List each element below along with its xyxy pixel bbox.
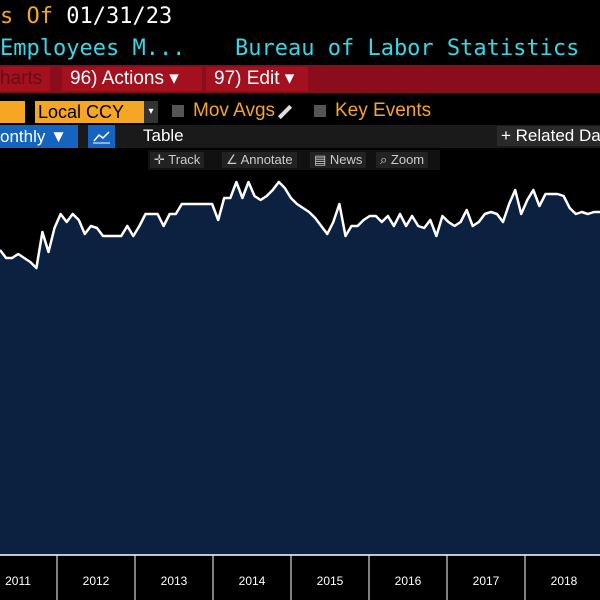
annotate-tool[interactable]: ∠ Annotate [222, 152, 297, 168]
charts-tab[interactable]: harts [0, 67, 51, 91]
currency-label: Local CCY [38, 102, 125, 122]
x-tick-label: 2012 [83, 574, 110, 588]
source-name: Bureau of Labor Statistics [235, 36, 580, 61]
as-of-label: s Of [0, 4, 53, 29]
annotate-label: Annotate [240, 152, 293, 167]
actions-menu[interactable]: 96) Actions ▾ [62, 67, 202, 91]
currency-dropdown[interactable]: Local CCY ▾ [35, 101, 158, 123]
track-label: Track [168, 152, 201, 167]
checkbox[interactable] [314, 105, 326, 117]
x-tick-label: 2017 [473, 574, 500, 588]
x-tick-label: 2015 [317, 574, 344, 588]
zoom-label: Zoom [390, 152, 425, 167]
chart-button[interactable] [88, 125, 115, 148]
x-tick-label: 2013 [161, 574, 188, 588]
news-label: News [329, 152, 363, 167]
toolbar [0, 125, 600, 148]
mov-avgs-label: Mov Avgs [193, 100, 276, 121]
x-tick-label: 2016 [395, 574, 422, 588]
track-tool[interactable]: ✛ Track [150, 152, 205, 168]
as-of: s Of 01/31/23 [0, 4, 172, 29]
security-name: Employees M... [0, 36, 186, 61]
checkbox[interactable] [172, 105, 184, 117]
as-of-date[interactable]: 01/31/23 [66, 4, 173, 29]
line [0, 180, 600, 270]
key-events-label: Key Events [335, 100, 432, 121]
chart-icon [93, 131, 110, 144]
x-tick-label: 2018 [551, 574, 578, 588]
news-tool[interactable]: ▤ News [310, 152, 367, 168]
frequency-button[interactable]: onthly ▼ [0, 125, 78, 148]
zoom-tool[interactable]: ⌕ Zoom [376, 152, 429, 168]
orange-field[interactable] [0, 101, 25, 123]
x-tick-label: 2014 [239, 574, 266, 588]
related-data-button[interactable]: + Related Da [497, 126, 600, 146]
table-button[interactable]: Table [143, 126, 184, 145]
area [0, 182, 600, 555]
edit-menu[interactable]: 97) Edit ▾ [206, 67, 308, 91]
x-tick-label: 2011 [5, 574, 31, 588]
